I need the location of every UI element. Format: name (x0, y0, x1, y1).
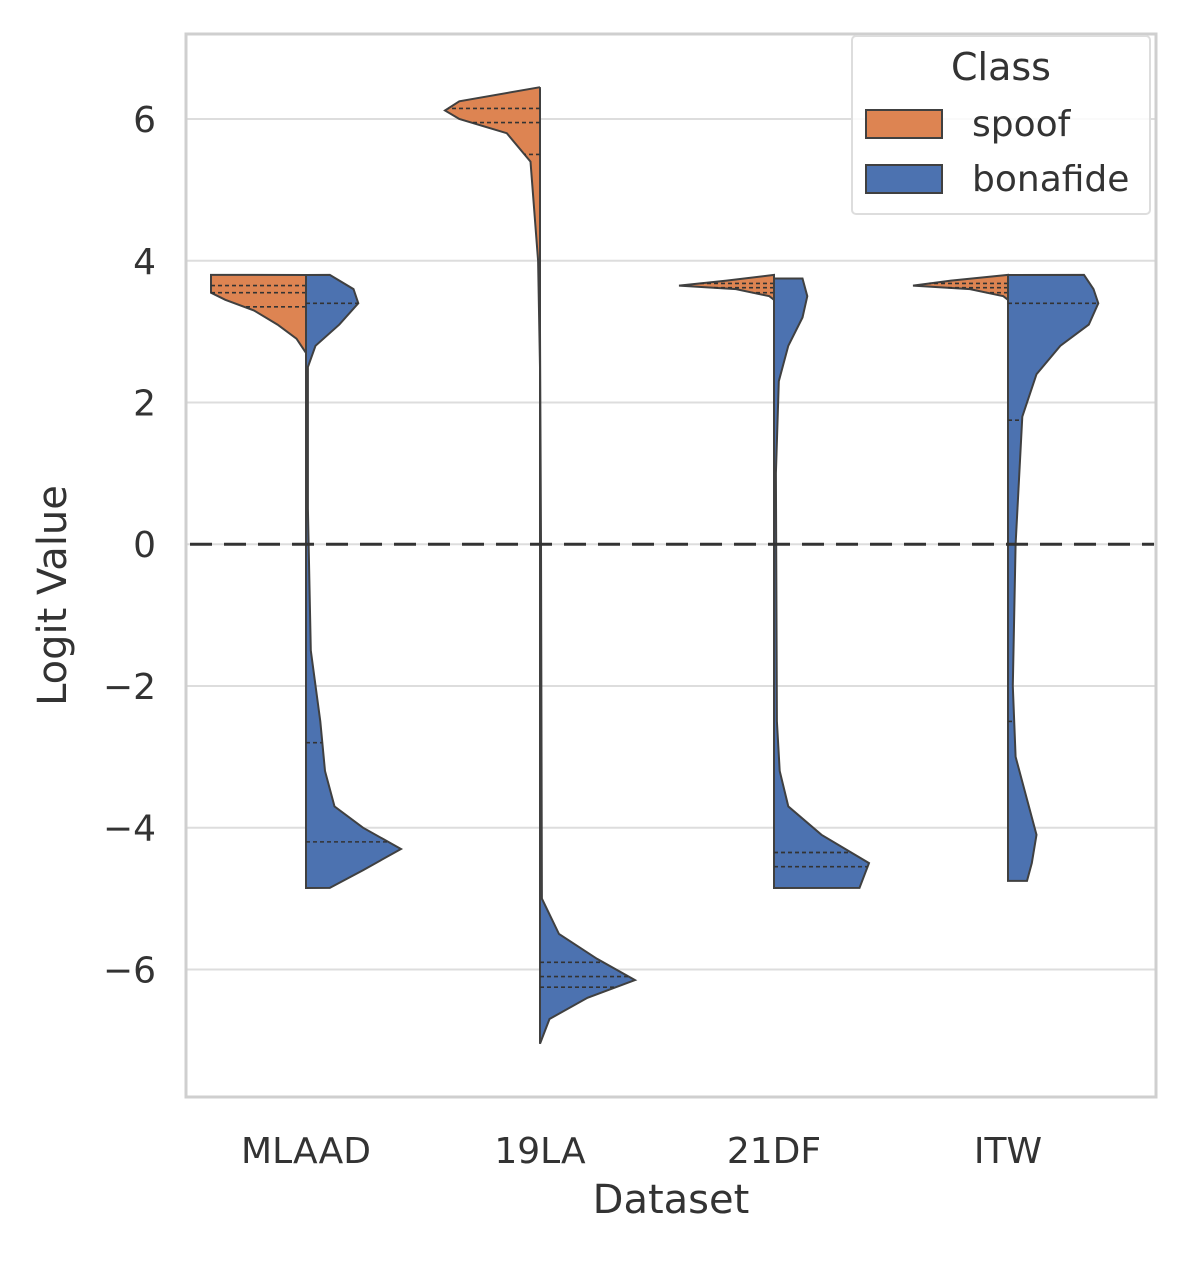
y-tick-label: 0 (133, 525, 156, 566)
y-tick-label: −2 (103, 667, 156, 708)
x-tick-label: 19LA (494, 1131, 586, 1172)
x-axis-label: Dataset (593, 1177, 750, 1223)
x-tick-label: 21DF (727, 1131, 821, 1172)
y-tick-label: −6 (103, 950, 156, 991)
violin-spoof-mlaad (210, 273, 307, 357)
legend-title: Class (951, 45, 1051, 89)
legend-swatch-bonafide (865, 164, 943, 194)
legend: Class spoof bonafide (851, 35, 1151, 215)
violin-plot-area (210, 86, 1100, 1045)
x-tick-label: ITW (974, 1131, 1042, 1172)
y-tick-label: 4 (133, 242, 156, 283)
legend-swatch-spoof (865, 109, 943, 139)
y-tick-label: 2 (133, 384, 156, 425)
violin-spoof-19la (443, 86, 541, 368)
y-tick-label: 6 (133, 100, 156, 141)
y-axis-label: Logit Value (30, 485, 76, 706)
x-tick-labels: MLAAD 19LA 21DF ITW (241, 1131, 1042, 1172)
y-tick-label: −4 (103, 809, 156, 850)
violin-bonafide-19la (539, 331, 638, 1045)
violin-bonafide-mlaad (305, 273, 404, 889)
y-tick-labels: 6 4 2 0 −2 −4 −6 (103, 100, 156, 991)
legend-label-bonafide: bonafide (972, 159, 1129, 200)
violin-bonafide-itw (1007, 273, 1100, 882)
violin-bonafide-21df (773, 277, 871, 889)
x-tick-label: MLAAD (241, 1131, 371, 1172)
legend-label-spoof: spoof (972, 104, 1072, 145)
plot-frame (184, 32, 1158, 1099)
